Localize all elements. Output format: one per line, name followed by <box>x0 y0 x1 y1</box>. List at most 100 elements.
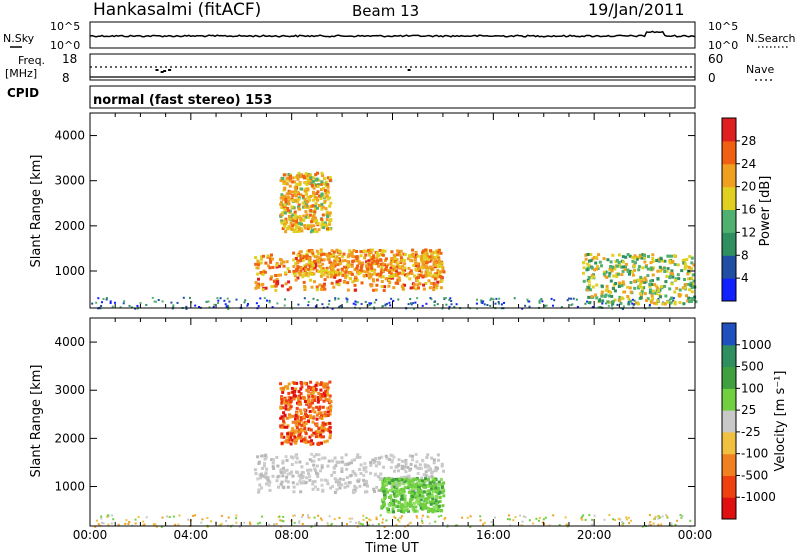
vel-echo-cell <box>281 423 285 427</box>
power-echo-cell <box>303 197 307 201</box>
vel-echo-cell <box>419 483 423 487</box>
power-echo-cell <box>427 279 431 283</box>
power-echo-cell <box>287 202 291 206</box>
power-echo-cell <box>319 266 323 270</box>
vel-clutter-pixel <box>681 515 684 517</box>
vel-echo-cell <box>438 496 442 500</box>
power-echo-cell <box>600 264 603 268</box>
vel-clutter-pixel <box>168 516 171 518</box>
velocity-colorbar-label: Velocity [m s⁻¹] <box>773 371 788 472</box>
vel-echo-cell <box>303 400 307 403</box>
power-echo-cell <box>401 268 405 272</box>
vel-echo-cell <box>409 467 413 471</box>
power-clutter-pixel <box>672 297 675 300</box>
vel-echo-cell <box>403 497 407 501</box>
power-echo-cell <box>317 228 321 232</box>
vel-echo-cell <box>436 466 439 470</box>
power-echo-cell <box>311 194 315 198</box>
power-echo-cell <box>656 277 660 281</box>
power-echo-cell <box>396 281 400 285</box>
vel-echo-cell <box>289 442 293 446</box>
power-clutter-pixel <box>271 306 274 309</box>
vel-echo-cell <box>295 426 299 430</box>
power-echo-cell <box>329 218 333 222</box>
vel-echo-cell <box>373 489 376 493</box>
power-echo-cell <box>436 280 440 284</box>
vel-echo-cell <box>364 490 367 494</box>
vel-echo-cell <box>308 435 312 439</box>
vel-clutter-pixel <box>330 524 332 527</box>
power-clutter-pixel <box>539 299 542 302</box>
vel-echo-cell <box>421 479 424 483</box>
vel-echo-cell <box>419 506 423 510</box>
power-clutter-pixel <box>153 300 156 303</box>
power-echo-cell <box>414 261 417 265</box>
vel-echo-cell <box>303 436 307 440</box>
vel-echo-cell <box>310 391 314 395</box>
power-echo-cell <box>615 259 619 263</box>
power-echo-cell <box>353 268 357 272</box>
vel-echo-cell <box>441 490 445 494</box>
vel-echo-cell <box>420 476 424 480</box>
power-echo-cell <box>582 266 586 270</box>
power-echo-cell <box>310 249 314 253</box>
power-echo-cell <box>326 227 329 230</box>
power-echo-cell <box>355 259 359 263</box>
vel-echo-cell <box>436 506 440 510</box>
power-echo-cell <box>412 263 416 267</box>
power-echo-cell <box>370 261 374 265</box>
vel-clutter-pixel <box>201 518 204 521</box>
power-echo-cell <box>347 263 351 267</box>
vel-echo-cell <box>305 413 309 417</box>
power-clutter-pixel <box>541 300 544 303</box>
vel-echo-cell <box>315 423 319 427</box>
power-echo-cell <box>414 250 418 254</box>
power-echo-cell <box>645 299 649 302</box>
vel-echo-cell <box>331 485 335 488</box>
power-echo-cell <box>333 264 337 268</box>
power-echo-cell <box>675 286 679 290</box>
power-echo-cell <box>300 187 304 191</box>
vel-echo-cell <box>422 505 425 509</box>
vel-echo-cell <box>317 408 321 412</box>
vel-echo-cell <box>321 489 325 493</box>
power-echo-cell <box>438 275 442 278</box>
power-echo-cell <box>287 173 291 176</box>
power-echo-cell <box>326 212 330 216</box>
power-echo-cell <box>611 265 615 269</box>
vel-clutter-pixel <box>293 521 296 524</box>
power-echo-cell <box>420 266 424 270</box>
power-echo-cell <box>294 189 298 193</box>
power-echo-cell <box>284 230 288 234</box>
vel-echo-cell <box>282 419 285 423</box>
power-clutter-pixel <box>182 296 185 299</box>
power-clutter-pixel <box>489 299 492 302</box>
power-echo-cell <box>282 219 286 223</box>
power-echo-cell <box>671 275 675 279</box>
vel-echo-cell <box>437 486 441 490</box>
cpid-panel-frame <box>89 85 696 109</box>
power-clutter-pixel <box>368 303 371 306</box>
power-echo-cell <box>293 186 297 190</box>
vel-echo-cell <box>372 461 376 465</box>
vel-echo-cell <box>402 487 406 491</box>
vel-clutter-pixel <box>282 520 285 523</box>
power-echo-cell <box>582 261 586 265</box>
vel-echo-cell <box>329 406 332 410</box>
power-clutter-pixel <box>100 305 103 307</box>
power-echo-cell <box>296 198 300 202</box>
vel-echo-cell <box>294 417 297 421</box>
power-echo-cell <box>297 225 301 229</box>
power-echo-cell <box>608 271 612 275</box>
power-echo-cell <box>390 250 394 254</box>
power-echo-cell <box>588 301 592 305</box>
vel-echo-cell <box>271 474 275 478</box>
power-echo-cell <box>339 271 343 275</box>
power-echo-cell <box>303 224 307 228</box>
power-echo-cell <box>315 220 319 224</box>
power-echo-cell <box>436 250 440 254</box>
power-clutter-pixel <box>355 300 358 303</box>
power-echo-cell <box>261 272 265 276</box>
power-echo-cell <box>313 255 317 259</box>
vel-echo-cell <box>308 410 312 413</box>
